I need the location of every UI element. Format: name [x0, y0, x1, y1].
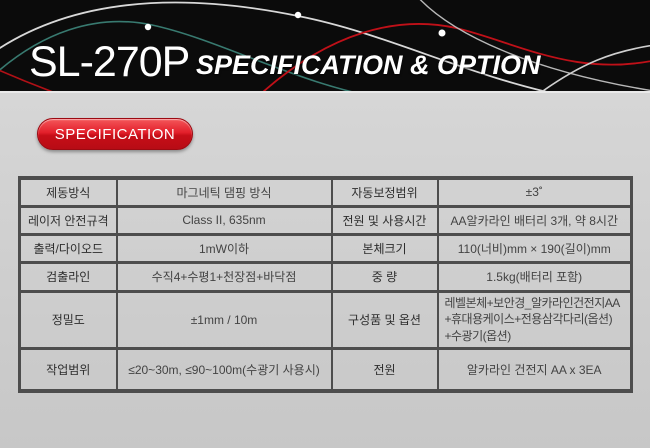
- spec-value-cell: 레벨본체+보안경_알카라인건전지AA +휴대용케이스+전용삼각다리(옵션) +수…: [436, 289, 633, 350]
- spec-label-cell: 전원 및 사용시간: [330, 204, 439, 236]
- product-model-title: SL-270P: [29, 38, 190, 86]
- specification-table: 제동방식 마그네틱 댐핑 방식 자동보정범위 ±3˚ 레이저 안전규격 Clas…: [18, 176, 633, 394]
- spec-label-cell: 검출라인: [18, 260, 118, 293]
- spec-value-cell: ≤20~30m, ≤90~100m(수광기 사용시): [115, 346, 333, 393]
- spec-value-cell: 110(너비)mm × 190(길이)mm: [436, 232, 633, 264]
- spec-value-cell: 마그네틱 댐핑 방식: [115, 176, 333, 208]
- table-row: 정밀도 ±1mm / 10m 구성품 및 옵션 레벨본체+보안경_알카라인건전지…: [18, 289, 633, 350]
- spec-value-cell: 1mW이하: [115, 232, 333, 264]
- spec-label-cell: 중 량: [330, 260, 439, 293]
- table-row: 레이저 안전규격 Class II, 635nm 전원 및 사용시간 AA알카라…: [18, 204, 633, 236]
- page-title: SPECIFICATION & OPTION: [196, 50, 541, 80]
- specification-section-button[interactable]: SPECIFICATION: [37, 118, 193, 150]
- spec-value-cell: 수직4+수평1+천장점+바닥점: [115, 260, 333, 293]
- spec-value-cell: 알카라인 건전지 AA x 3EA: [436, 346, 633, 393]
- decoration-dot: [294, 11, 302, 19]
- spec-value-cell: Class II, 635nm: [115, 204, 333, 236]
- spec-label-cell: 본체크기: [330, 232, 439, 264]
- table-row: 출력/다이오드 1mW이하 본체크기 110(너비)mm × 190(길이)mm: [18, 232, 633, 264]
- spec-label-cell: 작업범위: [18, 346, 118, 393]
- spec-label-cell: 제동방식: [18, 176, 118, 208]
- spec-value-cell: AA알카라인 배터리 3개, 약 8시간: [436, 204, 633, 236]
- header-banner: SL-270P SPECIFICATION & OPTION: [0, 0, 650, 93]
- spec-label-cell: 출력/다이오드: [18, 232, 118, 264]
- spec-value-cell: 1.5kg(배터리 포함): [436, 260, 633, 293]
- table-row: 작업범위 ≤20~30m, ≤90~100m(수광기 사용시) 전원 알카라인 …: [18, 346, 633, 393]
- table-row: 검출라인 수직4+수평1+천장점+바닥점 중 량 1.5kg(배터리 포함): [18, 260, 633, 293]
- spec-label-cell: 전원: [330, 346, 439, 393]
- header-decoration-curves: [0, 0, 650, 91]
- spec-label-cell: 정밀도: [18, 289, 118, 350]
- spec-value-cell: ±3˚: [436, 176, 633, 208]
- decoration-dot: [438, 29, 446, 37]
- spec-label-cell: 자동보정범위: [330, 176, 439, 208]
- spec-value-cell: ±1mm / 10m: [115, 289, 333, 350]
- table-row: 제동방식 마그네틱 댐핑 방식 자동보정범위 ±3˚: [18, 176, 633, 208]
- spec-label-cell: 구성품 및 옵션: [330, 289, 439, 350]
- specification-button-label: SPECIFICATION: [54, 125, 176, 143]
- spec-label-cell: 레이저 안전규격: [18, 204, 118, 236]
- decoration-dot: [144, 23, 152, 31]
